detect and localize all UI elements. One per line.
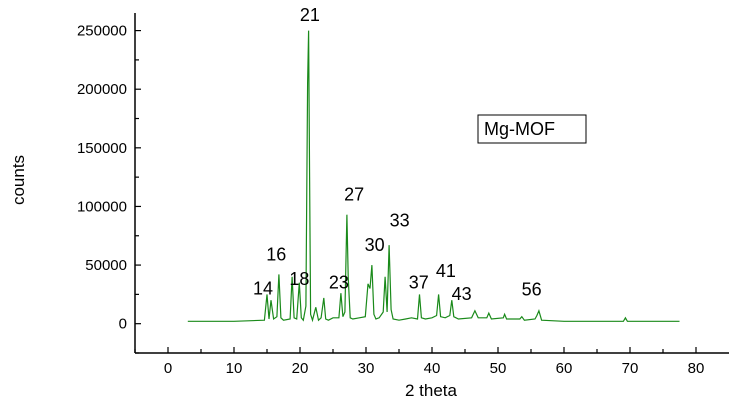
peak-label: 18 bbox=[289, 269, 309, 289]
peak-label: 23 bbox=[329, 273, 349, 293]
x-tick-label: 50 bbox=[490, 360, 507, 377]
peak-label: 27 bbox=[344, 185, 364, 205]
x-tick-label: 30 bbox=[358, 360, 375, 377]
peak-label: 37 bbox=[409, 273, 429, 293]
x-axis: 0 10 20 30 40 50 60 70 80 bbox=[134, 347, 729, 377]
y-tick-label: 100000 bbox=[77, 198, 127, 215]
x-tick-label: 80 bbox=[688, 360, 705, 377]
peak-label: 43 bbox=[452, 284, 472, 304]
peak-label: 21 bbox=[300, 5, 320, 25]
legend-text: Mg-MOF bbox=[484, 119, 555, 139]
peak-label: 33 bbox=[390, 210, 410, 230]
x-tick-label: 10 bbox=[226, 360, 243, 377]
legend-box bbox=[477, 114, 587, 144]
y-tick-label: 200000 bbox=[77, 81, 127, 98]
x-tick-label: 0 bbox=[164, 360, 172, 377]
y-axis: 0 50000 100000 150000 200000 250000 bbox=[77, 13, 141, 354]
x-tick-label: 40 bbox=[424, 360, 441, 377]
legend: Mg-MOF bbox=[477, 114, 587, 144]
y-tick-label: 250000 bbox=[77, 23, 127, 40]
series-line bbox=[187, 30, 680, 323]
peak-label: 16 bbox=[266, 244, 286, 264]
x-axis-title: 2 theta bbox=[405, 381, 458, 400]
x-tick-label: 60 bbox=[556, 360, 573, 377]
x-tick-label: 70 bbox=[622, 360, 639, 377]
y-tick-label: 150000 bbox=[77, 140, 127, 157]
y-axis-title: counts bbox=[9, 155, 28, 205]
peak-label: 56 bbox=[522, 280, 542, 300]
peak-label: 14 bbox=[253, 278, 273, 298]
y-tick-label: 0 bbox=[119, 316, 127, 333]
y-tick-label: 50000 bbox=[85, 257, 127, 274]
x-tick-label: 20 bbox=[292, 360, 309, 377]
peak-label: 41 bbox=[436, 261, 456, 281]
peak-label: 30 bbox=[365, 235, 385, 255]
